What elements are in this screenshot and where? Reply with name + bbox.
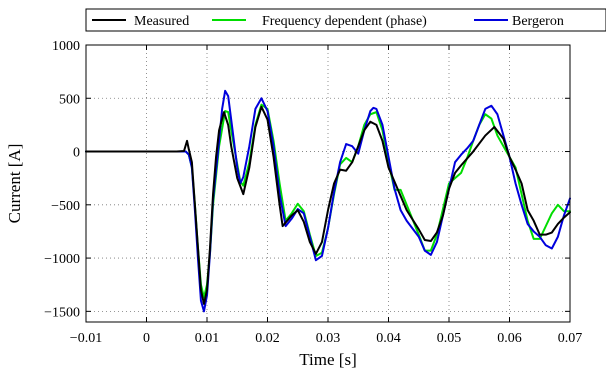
x-tick-label: 0.03 xyxy=(316,331,341,346)
y-tick-label: −500 xyxy=(51,199,80,214)
series-line-bergeron xyxy=(85,89,571,313)
legend-label: Frequency dependent (phase) xyxy=(262,14,427,29)
y-tick-label: 0 xyxy=(73,146,80,161)
y-tick-label: 500 xyxy=(59,92,80,107)
x-tick-label: 0.07 xyxy=(558,331,583,346)
y-axis-label: Current [A] xyxy=(5,144,24,224)
y-tick-label: −1500 xyxy=(44,305,80,320)
x-tick-label: 0 xyxy=(143,331,150,346)
y-tick-label: 1000 xyxy=(52,39,80,54)
x-tick-label: 0.05 xyxy=(437,331,462,346)
legend-box xyxy=(85,8,606,32)
y-tick-label: −1000 xyxy=(44,252,80,267)
grid xyxy=(86,45,570,322)
series-group xyxy=(85,89,571,313)
legend-label: Measured xyxy=(134,14,189,29)
legend: Measured Frequency dependent (phase) Berge… xyxy=(85,8,606,32)
x-tick-label: 0.06 xyxy=(497,331,522,346)
x-tick-label: 0.01 xyxy=(195,331,220,346)
x-axis-label: Time [s] xyxy=(299,350,356,369)
ticks: −0.01 0 0.01 0.02 0.03 0.04 0.05 0.06 0.07 −1500 −… xyxy=(44,39,582,346)
x-tick-label: −0.01 xyxy=(70,331,102,346)
legend-label: Bergeron xyxy=(512,14,564,29)
series-line-measured xyxy=(85,105,571,305)
plot-frame xyxy=(85,44,571,323)
x-tick-label: 0.04 xyxy=(376,331,401,346)
x-tick-label: 0.02 xyxy=(255,331,280,346)
